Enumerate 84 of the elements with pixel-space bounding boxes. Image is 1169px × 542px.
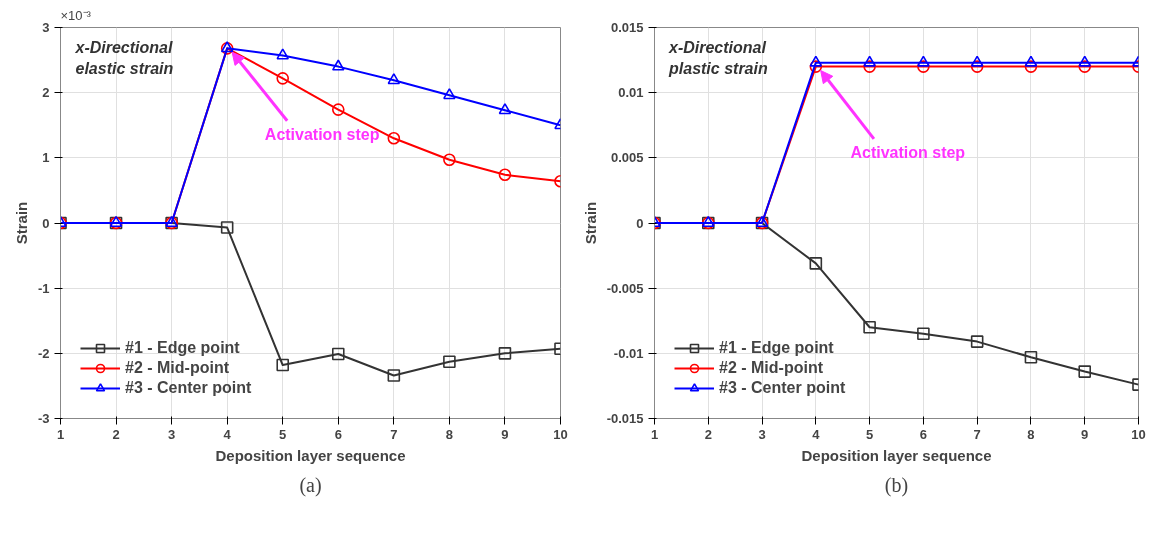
point: [1078, 60, 1092, 73]
x-tick-label: 4: [812, 426, 821, 442]
y-tick-label: 3: [42, 20, 50, 35]
point: [970, 335, 984, 348]
x-tick-label: 3: [168, 426, 176, 442]
y-tick-label: 0: [636, 215, 644, 231]
y-tick-label: 0.01: [618, 85, 644, 101]
point: [331, 347, 345, 361]
text: (b): [884, 473, 909, 497]
point: [498, 103, 512, 115]
y-tick-label: -0.005: [606, 280, 644, 296]
point: [220, 221, 234, 234]
x-tick-label: 1: [56, 426, 65, 442]
x-tick-label: 8: [1027, 426, 1035, 442]
text: (a): [299, 473, 322, 497]
text: ×10⁻³: [60, 7, 92, 23]
point: [917, 55, 930, 67]
point: [863, 320, 876, 334]
point: [970, 55, 984, 67]
y-tick-label: -0.015: [606, 411, 644, 426]
point: [1024, 55, 1038, 67]
point: [917, 60, 930, 73]
point: [443, 88, 456, 100]
point: [863, 55, 876, 67]
x-tick-label: 1: [650, 426, 659, 442]
legend-label: #3 - Center point: [125, 379, 252, 397]
y-tick-label: 0.005: [610, 150, 644, 166]
point: [331, 59, 345, 71]
point: [276, 72, 290, 85]
point: [331, 103, 345, 116]
point: [443, 355, 456, 369]
point: [498, 168, 512, 182]
annotation: Activation step: [264, 125, 380, 143]
x-tick-label: 2: [112, 426, 120, 442]
legend-label: #2 - Mid-point: [719, 359, 823, 377]
y-tick-label: -2: [37, 345, 50, 361]
x-tick-label: 7: [390, 426, 398, 442]
point: [1078, 55, 1092, 67]
y-tick-label: 0: [42, 215, 50, 231]
x-tick-label: 10: [553, 426, 568, 442]
x-tick-label: 6: [919, 426, 928, 442]
point: [970, 60, 984, 73]
y-tick-label: -3: [37, 411, 50, 426]
legend-label: #1 - Edge point: [125, 339, 240, 357]
point: [276, 48, 290, 60]
x-tick-label: 2: [704, 426, 712, 442]
x-tick-label: 8: [445, 426, 454, 442]
x-axis-title: Deposition layer sequence: [215, 446, 406, 464]
legend-label: #1 - Edge point: [719, 339, 834, 357]
point: [443, 153, 456, 167]
point: [387, 369, 401, 382]
x-tick-label: 10: [1131, 426, 1146, 442]
point: [387, 131, 401, 145]
legend-label: #2 - Mid-point: [125, 359, 229, 377]
x-tick-label: 7: [973, 426, 981, 442]
x-tick-label: 9: [1081, 426, 1089, 442]
y-axis-title: Strain: [12, 201, 30, 245]
x-tick-label: 4: [223, 426, 232, 442]
y-tick-label: 0.015: [610, 20, 644, 35]
x-tick-label: 9: [501, 426, 509, 442]
legend-label: #3 - Center point: [719, 379, 846, 397]
point: [498, 347, 512, 360]
x-tick-label: 3: [758, 426, 766, 442]
point: [863, 60, 876, 73]
point: [809, 257, 823, 270]
y-axis-title: Strain: [581, 201, 599, 245]
point: [917, 327, 930, 341]
point: [1024, 350, 1038, 364]
point: [276, 358, 290, 372]
point: [809, 55, 823, 67]
x-tick-label: 5: [279, 426, 287, 442]
x-tick-label: 5: [866, 426, 874, 442]
y-tick-label: -0.01: [613, 345, 644, 361]
x-axis-title: Deposition layer sequence: [801, 446, 992, 464]
annotation: x-Directional plastic strain: [668, 39, 768, 77]
y-tick-label: 2: [42, 85, 50, 101]
point: [809, 60, 823, 73]
annotation: Activation step: [850, 144, 966, 162]
y-tick-label: 1: [42, 150, 50, 166]
y-tick-label: -1: [37, 280, 50, 296]
point: [1078, 365, 1092, 378]
x-tick-label: 6: [334, 426, 342, 442]
point: [387, 73, 401, 85]
annotation: x-Directional elastic strain: [74, 39, 174, 77]
